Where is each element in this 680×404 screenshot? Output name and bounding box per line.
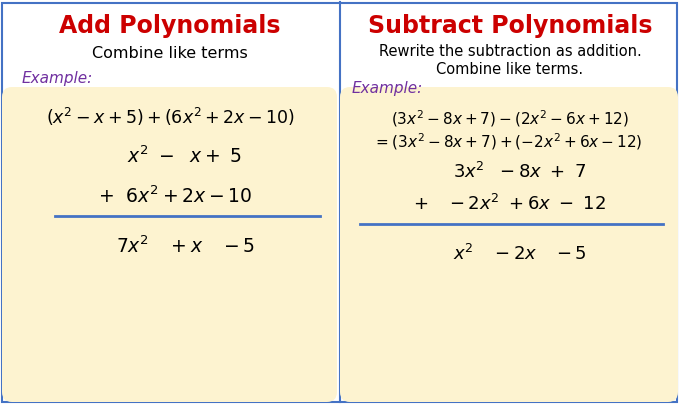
Text: $+\ \ 6x^2+2x-10$: $+\ \ 6x^2+2x-10$ [98,185,252,207]
FancyBboxPatch shape [2,87,337,402]
Text: $x^2\quad -2x\quad -5$: $x^2\quad -2x\quad -5$ [453,244,587,264]
Text: $=\left(3x^2-8x+7\right)+\left(-2x^2+6x-12\right)$: $=\left(3x^2-8x+7\right)+\left(-2x^2+6x-… [373,132,643,152]
Text: Example:: Example: [352,82,423,97]
Text: Example:: Example: [22,72,93,86]
Text: $7x^2\quad +x\quad -5$: $7x^2\quad +x\quad -5$ [116,235,254,257]
Text: Add Polynomials: Add Polynomials [59,14,281,38]
FancyBboxPatch shape [340,87,678,402]
FancyBboxPatch shape [2,3,677,402]
Text: $3x^2\ \ -8x\ +\ 7$: $3x^2\ \ -8x\ +\ 7$ [454,162,587,182]
Text: Combine like terms: Combine like terms [92,46,248,61]
Text: $\left(x^2-x+5\right)+\left(6x^2+2x-10\right)$: $\left(x^2-x+5\right)+\left(6x^2+2x-10\r… [46,106,294,128]
Text: Rewrite the subtraction as addition.: Rewrite the subtraction as addition. [379,44,641,59]
Text: $\left(3x^2-8x+7\right)-\left(2x^2-6x+12\right)$: $\left(3x^2-8x+7\right)-\left(2x^2-6x+12… [391,109,629,129]
Text: $+\quad -2x^2\ +6x\ -\ 12$: $+\quad -2x^2\ +6x\ -\ 12$ [413,194,607,214]
Text: Subtract Polynomials: Subtract Polynomials [368,14,652,38]
Text: Combine like terms.: Combine like terms. [437,63,583,78]
Text: $x^2\ -\ \ x+\ 5$: $x^2\ -\ \ x+\ 5$ [127,145,243,167]
